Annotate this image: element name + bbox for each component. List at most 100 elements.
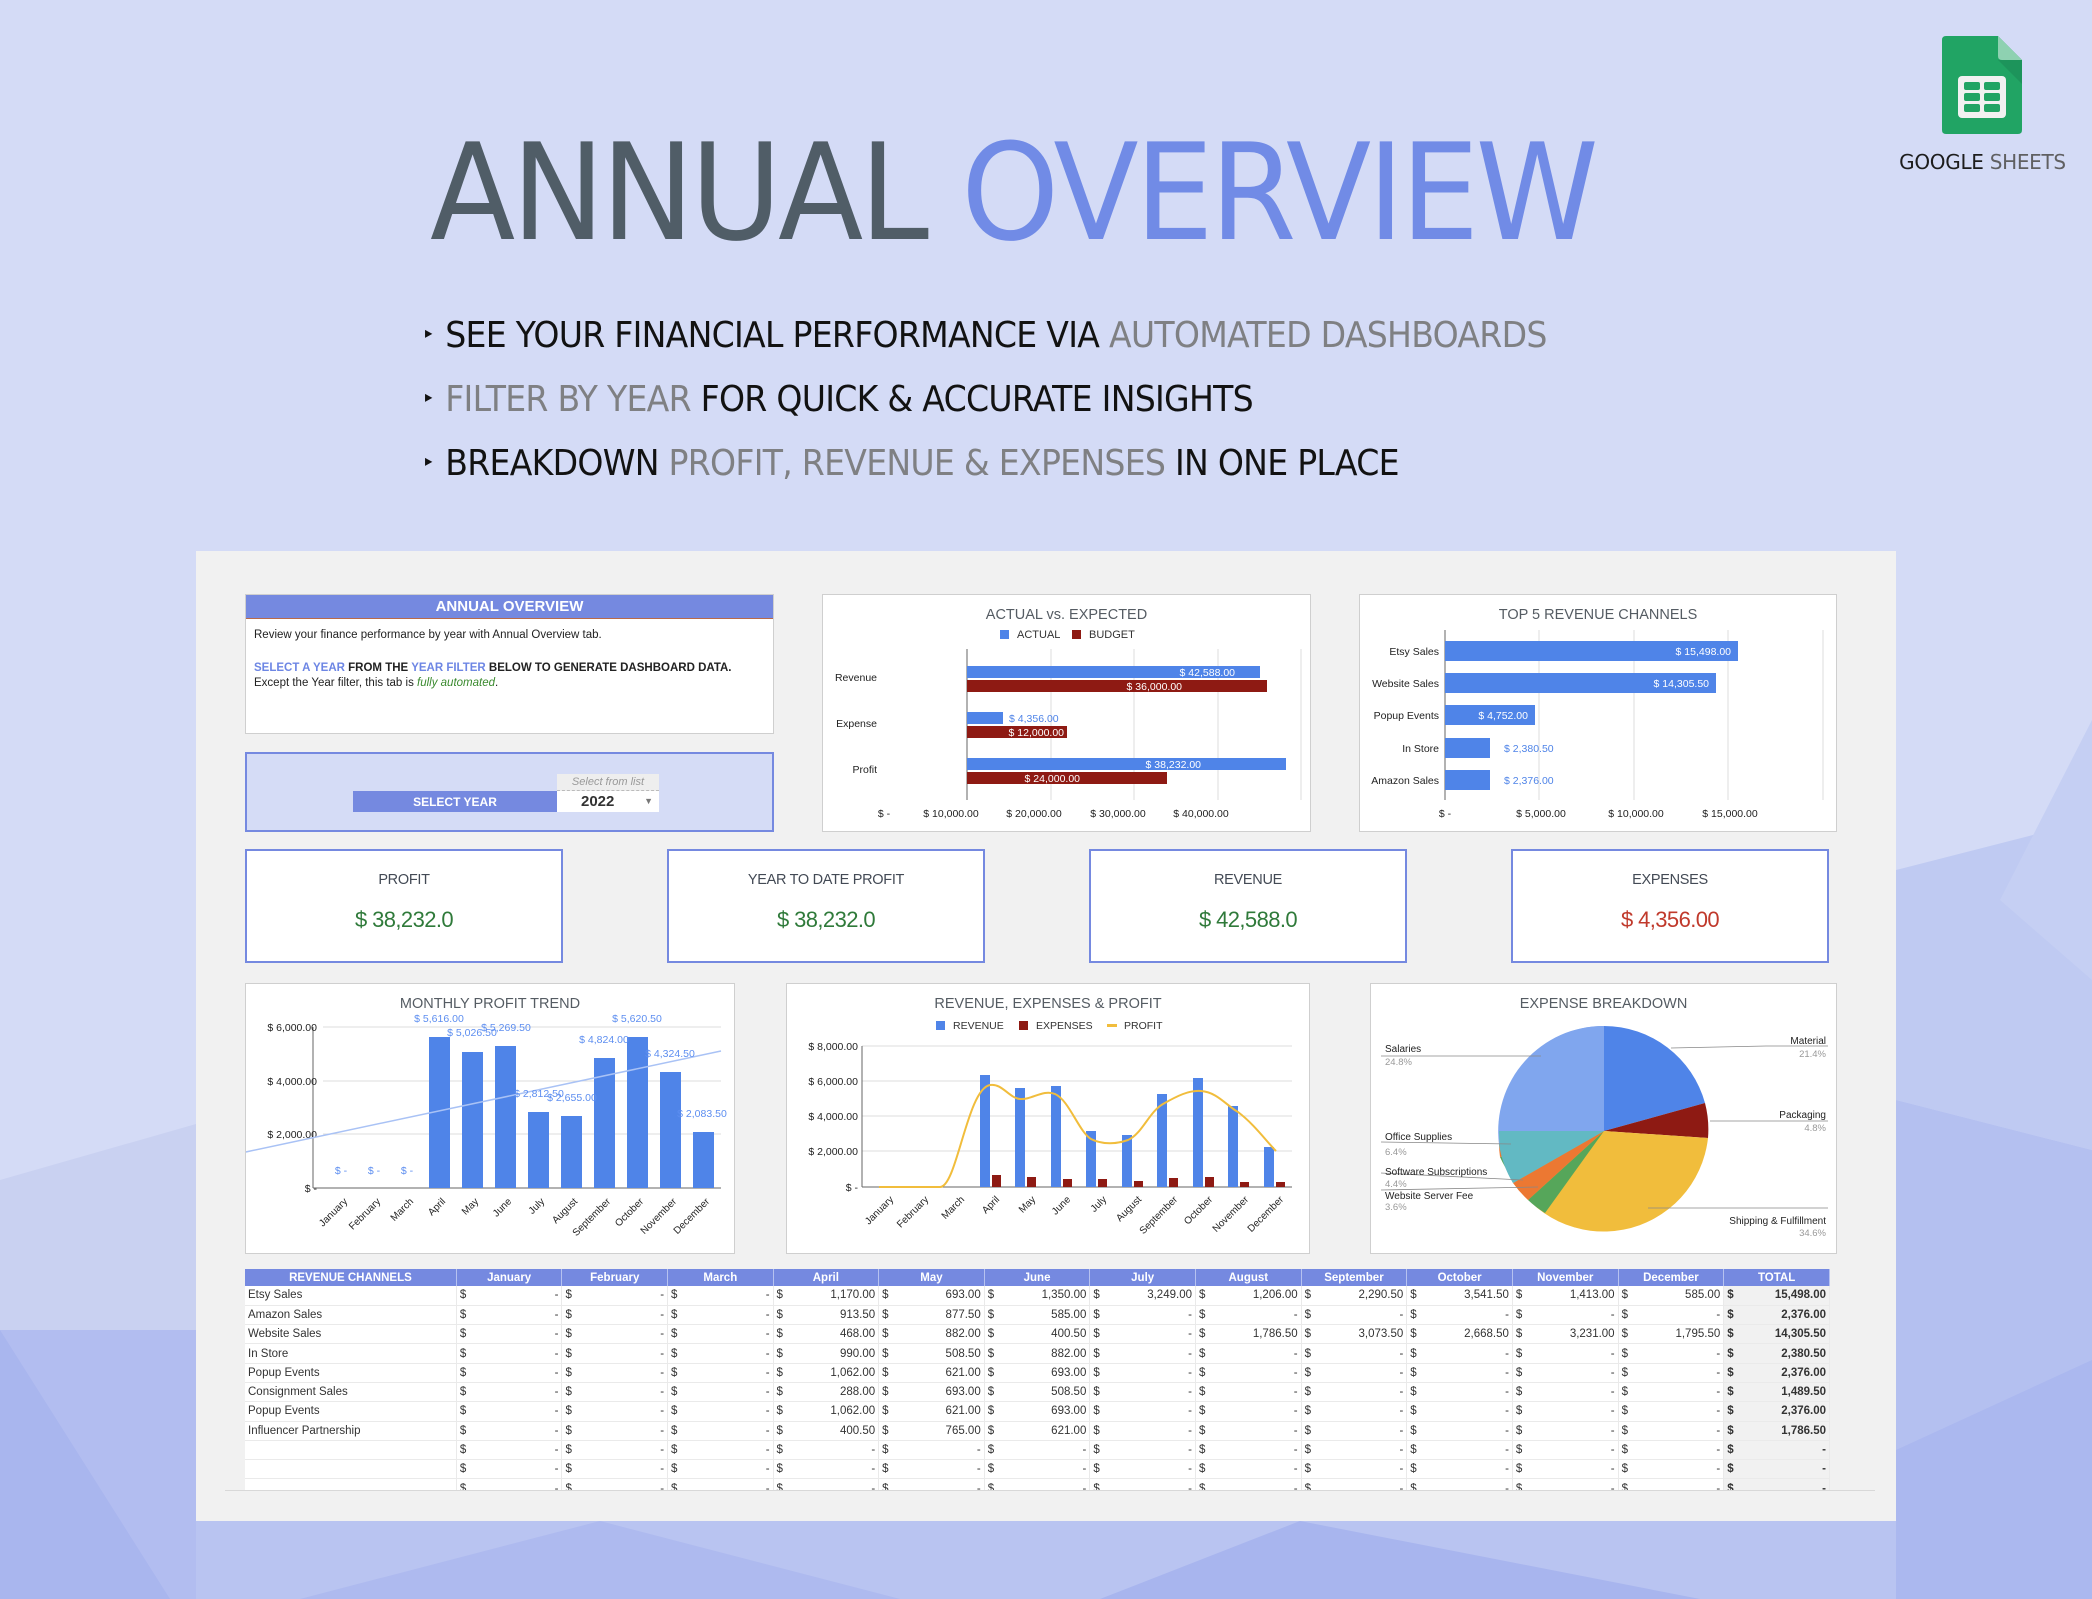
month-value-cell[interactable]: $ -: [667, 1459, 774, 1480]
total-cell[interactable]: $2,376.00: [1723, 1305, 1830, 1326]
month-value-cell[interactable]: $ -: [1089, 1440, 1196, 1461]
month-value-cell[interactable]: $ -: [561, 1459, 669, 1480]
month-value-cell[interactable]: $1,062.00: [773, 1363, 880, 1383]
total-cell[interactable]: $ -: [1723, 1478, 1830, 1490]
month-value-cell[interactable]: $585.00: [1618, 1286, 1725, 1306]
month-value-cell[interactable]: $1,350.00: [984, 1286, 1091, 1306]
month-value-cell[interactable]: $621.00: [984, 1421, 1091, 1441]
month-value-cell[interactable]: $ -: [1195, 1401, 1302, 1422]
month-value-cell[interactable]: $ -: [456, 1324, 563, 1345]
channel-name-cell[interactable]: [245, 1440, 457, 1461]
month-value-cell[interactable]: $ -: [1089, 1478, 1196, 1490]
month-value-cell[interactable]: $400.50: [984, 1324, 1091, 1345]
month-value-cell[interactable]: $ -: [1406, 1343, 1513, 1364]
month-value-cell[interactable]: $ -: [1406, 1459, 1513, 1480]
month-value-cell[interactable]: $ -: [561, 1382, 669, 1403]
month-value-cell[interactable]: $ -: [773, 1440, 880, 1461]
month-value-cell[interactable]: $ -: [561, 1401, 669, 1422]
channel-name-cell[interactable]: Amazon Sales: [245, 1305, 457, 1326]
month-value-cell[interactable]: $400.50: [773, 1421, 880, 1441]
month-value-cell[interactable]: $765.00: [878, 1421, 985, 1441]
total-cell[interactable]: $15,498.00: [1723, 1286, 1830, 1306]
month-value-cell[interactable]: $ -: [1301, 1343, 1408, 1364]
channel-name-cell[interactable]: Influencer Partnership: [245, 1421, 457, 1441]
month-value-cell[interactable]: $ -: [1301, 1421, 1408, 1441]
channel-name-cell[interactable]: Website Sales: [245, 1324, 457, 1345]
year-select-dropdown[interactable]: 2022 ▼: [557, 791, 659, 812]
month-value-cell[interactable]: $ -: [1195, 1363, 1302, 1383]
month-value-cell[interactable]: $ -: [1512, 1382, 1619, 1403]
month-value-cell[interactable]: $ -: [1195, 1305, 1302, 1326]
month-value-cell[interactable]: $621.00: [878, 1401, 985, 1422]
total-cell[interactable]: $ -: [1723, 1440, 1830, 1461]
month-value-cell[interactable]: $ -: [1089, 1382, 1196, 1403]
month-value-cell[interactable]: $ -: [667, 1324, 774, 1345]
month-value-cell[interactable]: $ -: [1406, 1421, 1513, 1441]
channel-name-cell[interactable]: Popup Events: [245, 1363, 457, 1383]
month-value-cell[interactable]: $ -: [456, 1401, 563, 1422]
month-value-cell[interactable]: $ -: [1618, 1343, 1725, 1364]
month-value-cell[interactable]: $ -: [561, 1363, 669, 1383]
month-value-cell[interactable]: $ -: [561, 1305, 669, 1326]
month-value-cell[interactable]: $990.00: [773, 1343, 880, 1364]
month-value-cell[interactable]: $ -: [667, 1343, 774, 1364]
month-value-cell[interactable]: $508.50: [984, 1382, 1091, 1403]
month-value-cell[interactable]: $ -: [1512, 1363, 1619, 1383]
month-value-cell[interactable]: $882.00: [878, 1324, 985, 1345]
month-value-cell[interactable]: $508.50: [878, 1343, 985, 1364]
month-value-cell[interactable]: $ -: [456, 1286, 563, 1306]
month-value-cell[interactable]: $ -: [878, 1478, 985, 1490]
month-value-cell[interactable]: $ -: [1618, 1421, 1725, 1441]
month-value-cell[interactable]: $ -: [1195, 1421, 1302, 1441]
month-value-cell[interactable]: $ -: [561, 1421, 669, 1441]
month-value-cell[interactable]: $585.00: [984, 1305, 1091, 1326]
month-value-cell[interactable]: $ -: [1089, 1421, 1196, 1441]
month-value-cell[interactable]: $ -: [878, 1459, 985, 1480]
month-value-cell[interactable]: $882.00: [984, 1343, 1091, 1364]
month-value-cell[interactable]: $ -: [1406, 1478, 1513, 1490]
month-value-cell[interactable]: $ -: [667, 1305, 774, 1326]
total-cell[interactable]: $1,786.50: [1723, 1421, 1830, 1441]
month-value-cell[interactable]: $ -: [1089, 1343, 1196, 1364]
month-value-cell[interactable]: $ -: [878, 1440, 985, 1461]
month-value-cell[interactable]: $693.00: [878, 1382, 985, 1403]
month-value-cell[interactable]: $ -: [1618, 1382, 1725, 1403]
month-value-cell[interactable]: $ -: [1089, 1459, 1196, 1480]
month-value-cell[interactable]: $ -: [456, 1421, 563, 1441]
month-value-cell[interactable]: $468.00: [773, 1324, 880, 1345]
month-value-cell[interactable]: $877.50: [878, 1305, 985, 1326]
month-value-cell[interactable]: $ -: [667, 1440, 774, 1461]
month-value-cell[interactable]: $ -: [1512, 1401, 1619, 1422]
month-value-cell[interactable]: $ -: [561, 1440, 669, 1461]
month-value-cell[interactable]: $ -: [456, 1343, 563, 1364]
month-value-cell[interactable]: $ -: [456, 1440, 563, 1461]
month-value-cell[interactable]: $ -: [1406, 1440, 1513, 1461]
month-value-cell[interactable]: $2,290.50: [1301, 1286, 1408, 1306]
month-value-cell[interactable]: $1,206.00: [1195, 1286, 1302, 1306]
month-value-cell[interactable]: $1,170.00: [773, 1286, 880, 1306]
channel-name-cell[interactable]: Popup Events: [245, 1401, 457, 1422]
month-value-cell[interactable]: $ -: [1089, 1324, 1196, 1345]
month-value-cell[interactable]: $ -: [456, 1478, 563, 1490]
month-value-cell[interactable]: $ -: [1195, 1478, 1302, 1490]
total-cell[interactable]: $2,380.50: [1723, 1343, 1830, 1364]
month-value-cell[interactable]: $1,786.50: [1195, 1324, 1302, 1345]
month-value-cell[interactable]: $ -: [667, 1421, 774, 1441]
month-value-cell[interactable]: $621.00: [878, 1363, 985, 1383]
month-value-cell[interactable]: $3,541.50: [1406, 1286, 1513, 1306]
total-cell[interactable]: $2,376.00: [1723, 1401, 1830, 1422]
month-value-cell[interactable]: $ -: [1512, 1440, 1619, 1461]
month-value-cell[interactable]: $ -: [456, 1305, 563, 1326]
month-value-cell[interactable]: $ -: [1512, 1478, 1619, 1490]
month-value-cell[interactable]: $ -: [1301, 1382, 1408, 1403]
month-value-cell[interactable]: $ -: [1301, 1459, 1408, 1480]
month-value-cell[interactable]: $ -: [667, 1401, 774, 1422]
month-value-cell[interactable]: $ -: [1618, 1363, 1725, 1383]
month-value-cell[interactable]: $3,073.50: [1301, 1324, 1408, 1345]
month-value-cell[interactable]: $ -: [1406, 1382, 1513, 1403]
channel-name-cell[interactable]: [245, 1478, 457, 1490]
month-value-cell[interactable]: $ -: [773, 1459, 880, 1480]
channel-name-cell[interactable]: Etsy Sales: [245, 1286, 457, 1306]
month-value-cell[interactable]: $ -: [456, 1459, 563, 1480]
channel-name-cell[interactable]: In Store: [245, 1343, 457, 1364]
